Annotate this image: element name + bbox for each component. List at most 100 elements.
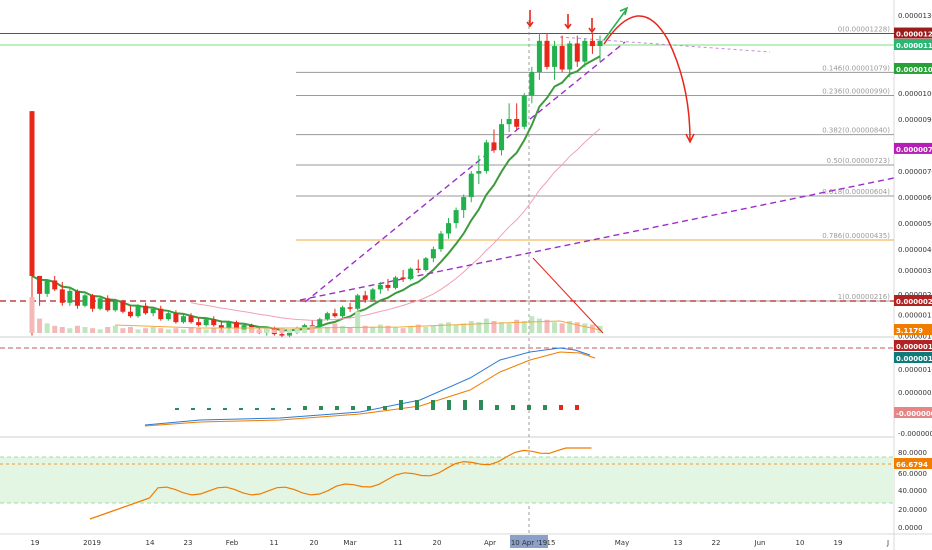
fib-level-label: 0.618(0.00000604) bbox=[822, 188, 890, 196]
price-tag-label: 0.00001092 bbox=[896, 66, 932, 74]
time-tick-label: May bbox=[615, 539, 629, 547]
macd-line bbox=[144, 347, 591, 426]
volume-bar bbox=[415, 324, 421, 333]
candle-body bbox=[150, 308, 156, 314]
candle-body bbox=[461, 197, 467, 211]
rsi-tag-label: 66.6794 bbox=[896, 461, 928, 469]
candle-body bbox=[415, 268, 421, 270]
signal-line bbox=[144, 351, 596, 427]
time-tick-label: Mar bbox=[343, 539, 356, 547]
macd-histogram-bar bbox=[303, 406, 307, 410]
candle-body bbox=[286, 331, 292, 336]
time-tick-label: Jun bbox=[754, 539, 766, 547]
price-tick-label: 0.00000900 bbox=[898, 116, 932, 124]
fib-level-label: 0(0.00001228) bbox=[838, 26, 890, 34]
price-tag-label: 0.00001228 bbox=[896, 31, 932, 39]
price-tick-label: 0.00000170 bbox=[898, 312, 932, 320]
volume-bar bbox=[514, 319, 520, 333]
price-tag bbox=[894, 295, 932, 306]
candle-body bbox=[544, 40, 550, 67]
fib-level-label: 0.236(0.00000990) bbox=[822, 88, 890, 96]
down-arrow-head bbox=[588, 27, 596, 34]
candle-body bbox=[438, 233, 444, 250]
macd-histogram-bar bbox=[479, 400, 483, 410]
macd-histogram-bar bbox=[191, 408, 195, 410]
volume-bar bbox=[536, 318, 542, 333]
volume-bar bbox=[127, 327, 133, 333]
candle-body bbox=[29, 111, 35, 276]
candle-body bbox=[279, 334, 285, 336]
rsi-pane bbox=[0, 447, 894, 520]
macd-tick-label: 0.00000050 bbox=[898, 389, 932, 397]
time-tick-label: 20 bbox=[310, 539, 319, 547]
macd-histogram-bar bbox=[543, 405, 547, 410]
price-tick-label: 0.00000240 bbox=[898, 291, 932, 299]
macd-histogram-bar bbox=[207, 408, 211, 410]
price-tag bbox=[894, 27, 932, 39]
candle-body bbox=[74, 290, 80, 306]
candle-body bbox=[112, 301, 118, 311]
macd-histogram-bar bbox=[223, 408, 227, 410]
time-tick-label: 11 bbox=[394, 539, 403, 547]
volume-bar bbox=[97, 329, 103, 333]
candle-body bbox=[468, 173, 474, 198]
fib-level-label: 1(0.00000216) bbox=[838, 293, 890, 301]
volume-bar bbox=[211, 328, 217, 333]
candle-body bbox=[165, 313, 171, 320]
volume-bar bbox=[256, 329, 262, 333]
volume-bar bbox=[476, 322, 482, 333]
candle-body bbox=[158, 308, 164, 320]
volume-bar bbox=[521, 321, 527, 333]
volume-bar bbox=[355, 311, 361, 333]
candle-body bbox=[582, 40, 588, 62]
candle-body bbox=[44, 280, 50, 294]
candle-body bbox=[446, 223, 452, 234]
volume-bar bbox=[544, 319, 550, 333]
volume-bar bbox=[143, 328, 149, 333]
macd-tag-label: 0.00000123 bbox=[896, 355, 932, 363]
price-tag bbox=[894, 62, 932, 74]
candle-body bbox=[536, 40, 542, 73]
fib-level-label: 0.50(0.00000723) bbox=[827, 157, 891, 165]
rsi-tag bbox=[894, 458, 932, 469]
volume-bar bbox=[294, 328, 300, 333]
candle-body bbox=[355, 295, 361, 309]
rsi-band bbox=[0, 457, 894, 503]
macd-tag bbox=[894, 352, 932, 363]
volume-bar bbox=[393, 327, 399, 333]
volume-bar bbox=[491, 321, 497, 333]
candle-body bbox=[574, 43, 580, 62]
candle-body bbox=[491, 142, 497, 151]
candle-body bbox=[377, 284, 383, 290]
volume-bar bbox=[52, 325, 58, 333]
candle-body bbox=[37, 275, 43, 294]
projected-drop-path bbox=[603, 15, 691, 141]
macd-histogram-bar bbox=[463, 400, 467, 410]
volume-bar bbox=[302, 327, 308, 333]
macd-histogram-bar bbox=[511, 405, 515, 410]
time-axis: 19 2019 14 23 Feb 11 20 Mar 11 20 Apr 15 May 13 22 Jun 1… bbox=[31, 535, 889, 548]
time-tick-label: 19 bbox=[31, 539, 40, 547]
time-tick-label: 19 bbox=[834, 539, 843, 547]
price-tag-label: 0.00000785 bbox=[896, 146, 932, 154]
volume-bar bbox=[203, 329, 209, 333]
volume-bar bbox=[37, 318, 43, 333]
candle-body bbox=[90, 295, 96, 309]
ma-line bbox=[190, 128, 601, 321]
down-arrow-head bbox=[526, 21, 534, 28]
candle-body bbox=[332, 313, 338, 317]
macd-pane bbox=[0, 347, 894, 427]
volume-bar bbox=[196, 328, 202, 333]
volume-bar bbox=[385, 325, 391, 333]
price-tag bbox=[894, 142, 932, 154]
volume-bar bbox=[67, 328, 73, 333]
volume-bar bbox=[264, 328, 270, 333]
volume-bar bbox=[150, 327, 156, 333]
price-axis: 0.000013000.000012000.000011000.00001000… bbox=[894, 12, 932, 532]
candle-body bbox=[347, 307, 353, 309]
volume-bar bbox=[188, 327, 194, 333]
candle-body bbox=[59, 289, 65, 303]
volume-bar bbox=[286, 329, 292, 333]
volume-ma-line bbox=[114, 320, 601, 331]
